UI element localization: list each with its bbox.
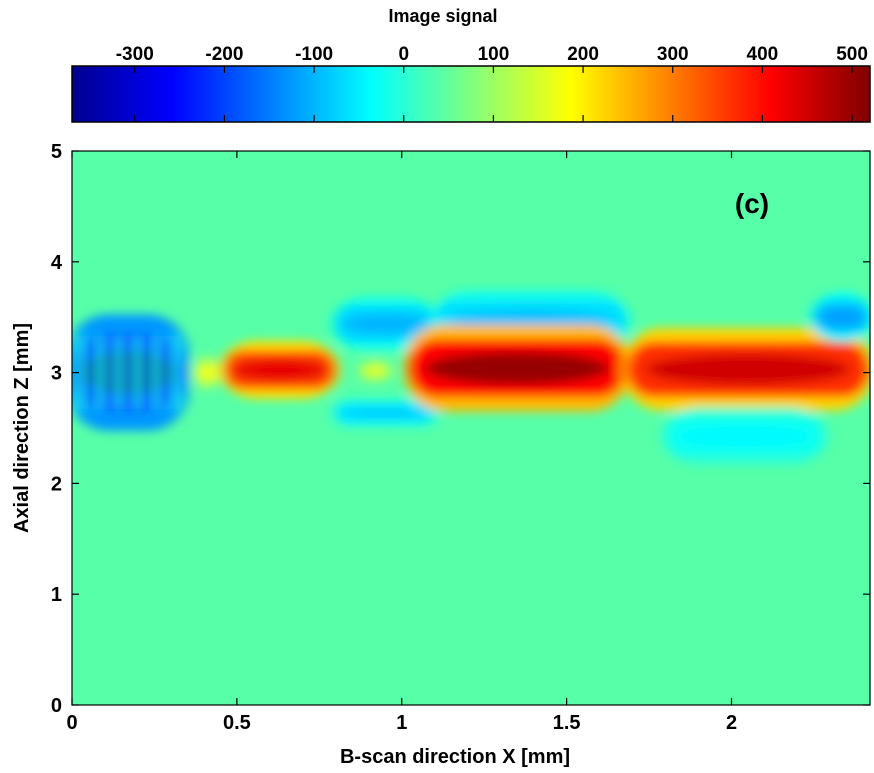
y-tick-label: 0 <box>51 695 62 717</box>
x-axis-ticks: 0 0.5 1 1.5 2 <box>66 151 737 734</box>
colorbar-tick-label: -200 <box>205 44 243 65</box>
stripe <box>78 335 85 410</box>
colorbar-tick-label: 200 <box>567 44 599 65</box>
y-tick-label: 2 <box>51 473 62 495</box>
positive-band-core <box>364 366 387 375</box>
y-axis-ticks: 0 1 2 3 4 5 <box>51 141 870 717</box>
plot-frame <box>71 150 871 706</box>
positive-band-core <box>232 358 327 381</box>
negative-band-core <box>818 307 866 327</box>
colorbar-tick-label: -100 <box>295 44 333 65</box>
x-tick-label: 1 <box>396 712 407 734</box>
colorbar-tick-label: 300 <box>657 44 689 65</box>
x-tick-label: 0 <box>66 712 77 734</box>
stripe <box>97 335 104 410</box>
panel-label: (c) <box>735 188 769 219</box>
x-axis-label: B-scan direction X [mm] <box>340 746 570 768</box>
y-axis-label: Axial direction Z [mm] <box>11 323 33 533</box>
stripe <box>171 335 178 410</box>
y-tick-label: 5 <box>51 141 62 163</box>
colorbar-tick-label: -300 <box>116 44 154 65</box>
x-tick-label: 2 <box>726 712 737 734</box>
colorbar-tick-label: 500 <box>836 44 868 65</box>
colorbar-tick-label: 100 <box>478 44 510 65</box>
positive-band-core <box>198 366 216 379</box>
stripe <box>115 335 122 410</box>
colorbar-ticks <box>134 66 853 122</box>
y-tick-label: 1 <box>51 584 62 606</box>
colorbar-title: Image signal <box>388 6 497 26</box>
colorbar-tick-label: 400 <box>747 44 779 65</box>
colorbar-tick-label: 0 <box>398 44 409 65</box>
colorbar-tick-labels: -300 -200 -100 0 100 200 300 400 500 <box>116 44 868 65</box>
positive-band-core <box>425 352 609 385</box>
y-tick-label: 4 <box>51 252 63 274</box>
positive-band-core <box>645 353 851 385</box>
negative-band-core <box>343 407 427 419</box>
colorbar <box>71 65 871 123</box>
stripe <box>153 335 160 410</box>
stripe <box>134 335 141 410</box>
x-tick-label: 1.5 <box>553 712 581 734</box>
y-tick-label: 3 <box>51 363 62 385</box>
negative-band-core <box>80 350 176 395</box>
negative-band-core <box>678 425 812 448</box>
x-tick-label: 0.5 <box>223 712 251 734</box>
negative-band-core <box>343 313 427 334</box>
heatmap <box>72 151 870 705</box>
